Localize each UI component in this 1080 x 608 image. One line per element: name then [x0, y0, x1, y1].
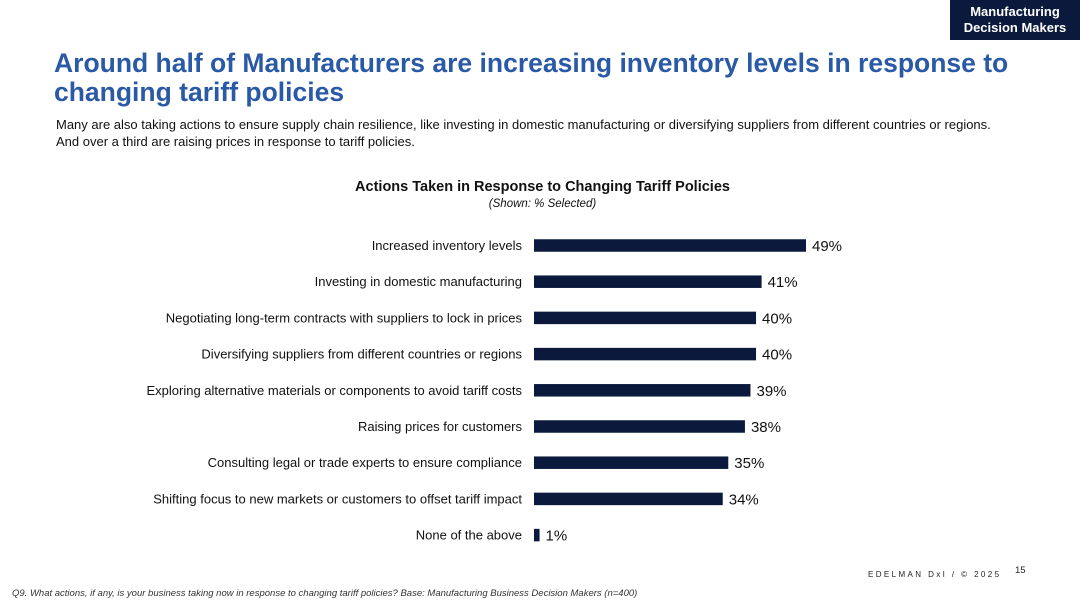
slide-headline: Around half of Manufacturers are increas…: [54, 48, 1009, 107]
bar: [534, 492, 723, 506]
audience-tag-line1: Manufacturing: [970, 4, 1060, 19]
data-label: 40%: [762, 310, 792, 327]
data-label: 39%: [756, 383, 786, 400]
chart-title: Actions Taken in Response to Changing Ta…: [355, 179, 730, 195]
bar: [534, 239, 806, 252]
data-label: 49%: [812, 238, 842, 255]
bar: [534, 384, 751, 397]
page-number: 15: [1015, 565, 1026, 576]
category-label: None of the above: [416, 528, 522, 543]
data-label: 34%: [729, 491, 759, 508]
chart-subtitle: (Shown: % Selected): [488, 198, 597, 210]
category-label: Increased inventory levels: [372, 238, 523, 253]
category-label: Raising prices for customers: [358, 419, 522, 434]
bar: [534, 456, 729, 469]
data-label: 35%: [734, 455, 764, 472]
category-label: Consulting legal or trade experts to ens…: [208, 455, 522, 470]
audience-tag: Manufacturing Decision Makers: [950, 0, 1080, 40]
data-label: 38%: [751, 419, 781, 436]
category-label: Investing in domestic manufacturing: [315, 274, 522, 289]
bar: [534, 528, 540, 542]
category-label: Diversifying suppliers from different co…: [201, 347, 522, 362]
data-label: 41%: [768, 274, 798, 291]
data-label: 40%: [762, 347, 792, 364]
footer-brand: EDELMAN DxI / © 2025: [868, 570, 1002, 579]
bar: [534, 347, 757, 361]
audience-tag-line2: Decision Makers: [963, 20, 1067, 35]
bar: [534, 275, 762, 288]
footnote: Q9. What actions, if any, is your busine…: [12, 588, 638, 599]
category-label: Shifting focus to new markets or custome…: [153, 491, 522, 506]
category-label: Exploring alternative materials or compo…: [147, 383, 523, 398]
bar: [534, 311, 757, 325]
category-label: Negotiating long-term contracts with sup…: [166, 310, 523, 325]
bar: [534, 420, 745, 433]
slide-subtext: Many are also taking actions to ensure s…: [56, 117, 991, 149]
data-label: 1%: [546, 528, 568, 545]
